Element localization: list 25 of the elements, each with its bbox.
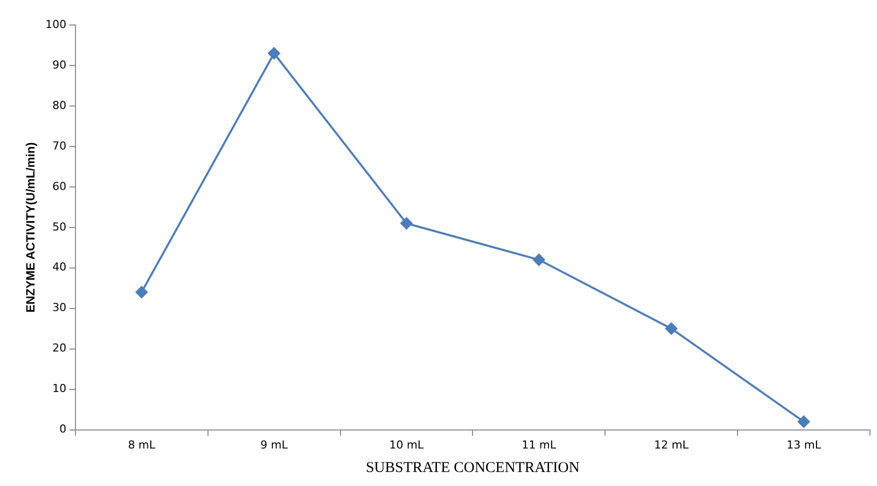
- x-tick-label: 11 mL: [522, 438, 557, 452]
- x-tick-label: 9 mL: [260, 438, 289, 452]
- x-tick-label: 8 mL: [128, 438, 156, 452]
- y-tick-label: 100: [45, 18, 66, 31]
- x-tick-label: 12 mL: [654, 438, 690, 452]
- y-axis-title: ENZYME ACTIVITY(U/mL/min): [24, 142, 38, 313]
- point: [665, 322, 678, 335]
- y-tick-label: 50: [52, 220, 66, 234]
- y-tick-label: 90: [52, 58, 66, 72]
- y-tick-label: 70: [52, 139, 66, 152]
- point: [136, 286, 148, 298]
- y-tick-label: 10: [52, 382, 66, 396]
- y-tick-label: 0: [59, 422, 66, 436]
- point: [798, 416, 810, 428]
- y-tick-label: 40: [52, 260, 66, 274]
- x-tick-label: 13 mL: [786, 438, 822, 452]
- y-tick-label: 60: [52, 180, 66, 193]
- y-tick-label: 20: [52, 342, 66, 355]
- x-tick-label: 10 mL: [389, 438, 425, 452]
- point: [532, 254, 545, 266]
- point: [400, 217, 412, 230]
- y-tick-label: 30: [52, 301, 66, 314]
- y-tick-label: 80: [52, 98, 66, 112]
- point: [268, 47, 280, 60]
- x-axis-title: SUBSTRATE CONCENTRATION: [366, 460, 580, 476]
